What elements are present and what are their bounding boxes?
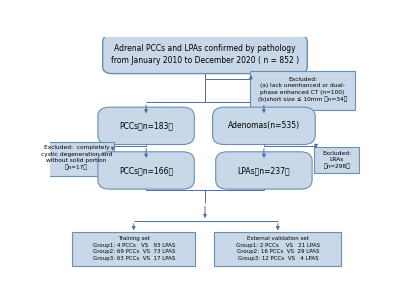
- FancyBboxPatch shape: [314, 147, 359, 173]
- FancyBboxPatch shape: [212, 107, 315, 145]
- FancyBboxPatch shape: [103, 35, 307, 74]
- Text: Adrenal PCCs and LPAs confirmed by pathology
from January 2010 to December 2020 : Adrenal PCCs and LPAs confirmed by patho…: [111, 44, 299, 65]
- Text: External validation set
Group1: 2 PCCs    VS   21 LPAS
Group2: 16 PCCs  VS  29 L: External validation set Group1: 2 PCCs V…: [236, 236, 320, 261]
- Text: Training set
Group1: 4 PCCs   VS   93 LPAS
Group2: 69 PCCs  VS  73 LPAS
Group3: : Training set Group1: 4 PCCs VS 93 LPAS G…: [92, 236, 175, 261]
- Text: Excluded:  completely
cystic degeneration and
without solid portion
（n=17）: Excluded: completely cystic degeneration…: [41, 145, 112, 170]
- FancyBboxPatch shape: [98, 152, 194, 189]
- FancyBboxPatch shape: [98, 107, 194, 145]
- Text: Excluded:
LRAs
（n=298）: Excluded: LRAs （n=298）: [322, 151, 351, 169]
- FancyBboxPatch shape: [72, 232, 195, 266]
- Text: PCCs（n=166）: PCCs（n=166）: [119, 166, 173, 175]
- FancyBboxPatch shape: [38, 142, 114, 176]
- Text: Excluded:
(a) lack unenhanced or dual-
phase enhanced CT (n=100)
(b)short size ≤: Excluded: (a) lack unenhanced or dual- p…: [258, 77, 347, 102]
- Text: LPAs（n=237）: LPAs（n=237）: [238, 166, 290, 175]
- Text: Adenomas(n=535): Adenomas(n=535): [228, 121, 300, 130]
- FancyBboxPatch shape: [216, 152, 312, 189]
- Text: PCCs（n=183）: PCCs（n=183）: [119, 121, 173, 130]
- FancyBboxPatch shape: [214, 232, 341, 266]
- FancyBboxPatch shape: [250, 71, 355, 110]
